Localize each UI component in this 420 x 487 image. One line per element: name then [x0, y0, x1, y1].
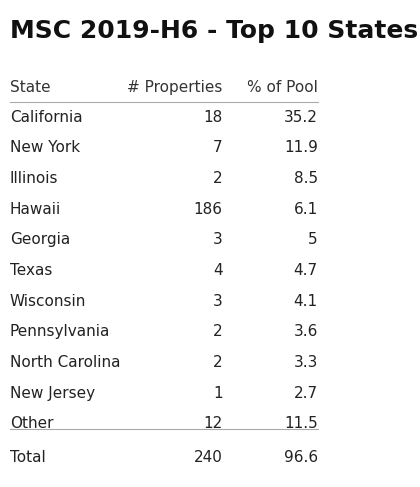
Text: # Properties: # Properties — [127, 80, 223, 95]
Text: 4.7: 4.7 — [294, 263, 318, 278]
Text: California: California — [10, 110, 82, 125]
Text: Georgia: Georgia — [10, 232, 70, 247]
Text: 96.6: 96.6 — [284, 450, 318, 466]
Text: 3: 3 — [213, 294, 223, 309]
Text: State: State — [10, 80, 50, 95]
Text: 186: 186 — [194, 202, 223, 217]
Text: North Carolina: North Carolina — [10, 355, 120, 370]
Text: 35.2: 35.2 — [284, 110, 318, 125]
Text: Total: Total — [10, 450, 46, 466]
Text: Other: Other — [10, 416, 53, 431]
Text: 3.3: 3.3 — [294, 355, 318, 370]
Text: MSC 2019-H6 - Top 10 States: MSC 2019-H6 - Top 10 States — [10, 19, 418, 43]
Text: 8.5: 8.5 — [294, 171, 318, 186]
Text: Hawaii: Hawaii — [10, 202, 61, 217]
Text: 18: 18 — [204, 110, 223, 125]
Text: Pennsylvania: Pennsylvania — [10, 324, 110, 339]
Text: 240: 240 — [194, 450, 223, 466]
Text: 1: 1 — [213, 386, 223, 401]
Text: New Jersey: New Jersey — [10, 386, 95, 401]
Text: Texas: Texas — [10, 263, 52, 278]
Text: 2: 2 — [213, 355, 223, 370]
Text: 2: 2 — [213, 324, 223, 339]
Text: 3: 3 — [213, 232, 223, 247]
Text: Illinois: Illinois — [10, 171, 58, 186]
Text: New York: New York — [10, 140, 80, 155]
Text: Wisconsin: Wisconsin — [10, 294, 86, 309]
Text: 6.1: 6.1 — [294, 202, 318, 217]
Text: 5: 5 — [308, 232, 318, 247]
Text: 12: 12 — [204, 416, 223, 431]
Text: 7: 7 — [213, 140, 223, 155]
Text: 11.5: 11.5 — [284, 416, 318, 431]
Text: 3.6: 3.6 — [294, 324, 318, 339]
Text: 11.9: 11.9 — [284, 140, 318, 155]
Text: 2: 2 — [213, 171, 223, 186]
Text: 2.7: 2.7 — [294, 386, 318, 401]
Text: 4: 4 — [213, 263, 223, 278]
Text: 4.1: 4.1 — [294, 294, 318, 309]
Text: % of Pool: % of Pool — [247, 80, 318, 95]
